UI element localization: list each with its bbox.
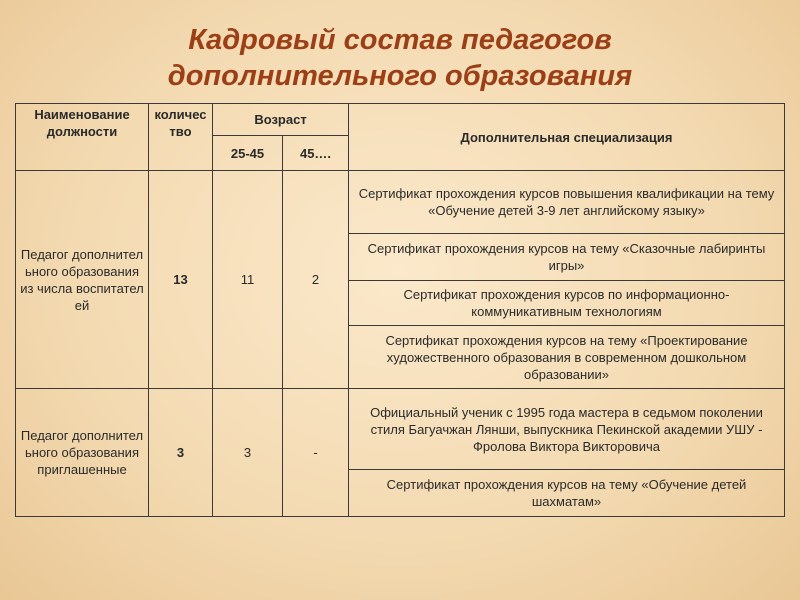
- count-cell: 3: [148, 388, 213, 517]
- table-row: Педагог дополнительного образования приг…: [15, 388, 785, 517]
- header-position: Наименование должности: [15, 103, 149, 171]
- header-specialization: Дополнительная специализация: [348, 103, 785, 171]
- position-cell: Педагог дополнительного образования приг…: [15, 388, 149, 517]
- age-25-45-cell: 11: [212, 170, 283, 389]
- slide-title: Кадровый состав педагогов дополнительног…: [0, 22, 800, 94]
- specialization-cell: Сертификат прохождения курсов на тему «О…: [348, 469, 785, 517]
- specialization-cell: Сертификат прохождения курсов по информа…: [348, 280, 785, 326]
- header-age-25-45: 25-45: [212, 135, 283, 171]
- header-age: Возраст: [211, 103, 350, 136]
- specialization-cell: Сертификат прохождения курсов повышения …: [348, 170, 785, 234]
- header-age-45-plus: 45….: [281, 135, 350, 171]
- age-25-45-cell: 3: [212, 388, 283, 517]
- age-45-plus-cell: 2: [281, 170, 350, 389]
- table-row: Педагог дополнительного образования из ч…: [15, 170, 785, 389]
- position-cell: Педагог дополнительного образования из ч…: [15, 170, 149, 389]
- specialization-cell: Сертификат прохождения курсов на тему «П…: [348, 325, 785, 389]
- title-line-1: Кадровый состав педагогов: [188, 24, 612, 56]
- specialization-cell: Сертификат прохождения курсов на тему «С…: [348, 233, 785, 281]
- staff-table: Наименование должности количество Возрас…: [15, 103, 785, 517]
- count-cell: 13: [148, 170, 213, 389]
- specialization-cell: Официальный ученик с 1995 года мастера в…: [348, 388, 785, 470]
- age-45-plus-cell: -: [281, 388, 350, 517]
- header-count: количество: [148, 103, 213, 171]
- title-line-2: дополнительного образования: [167, 60, 633, 92]
